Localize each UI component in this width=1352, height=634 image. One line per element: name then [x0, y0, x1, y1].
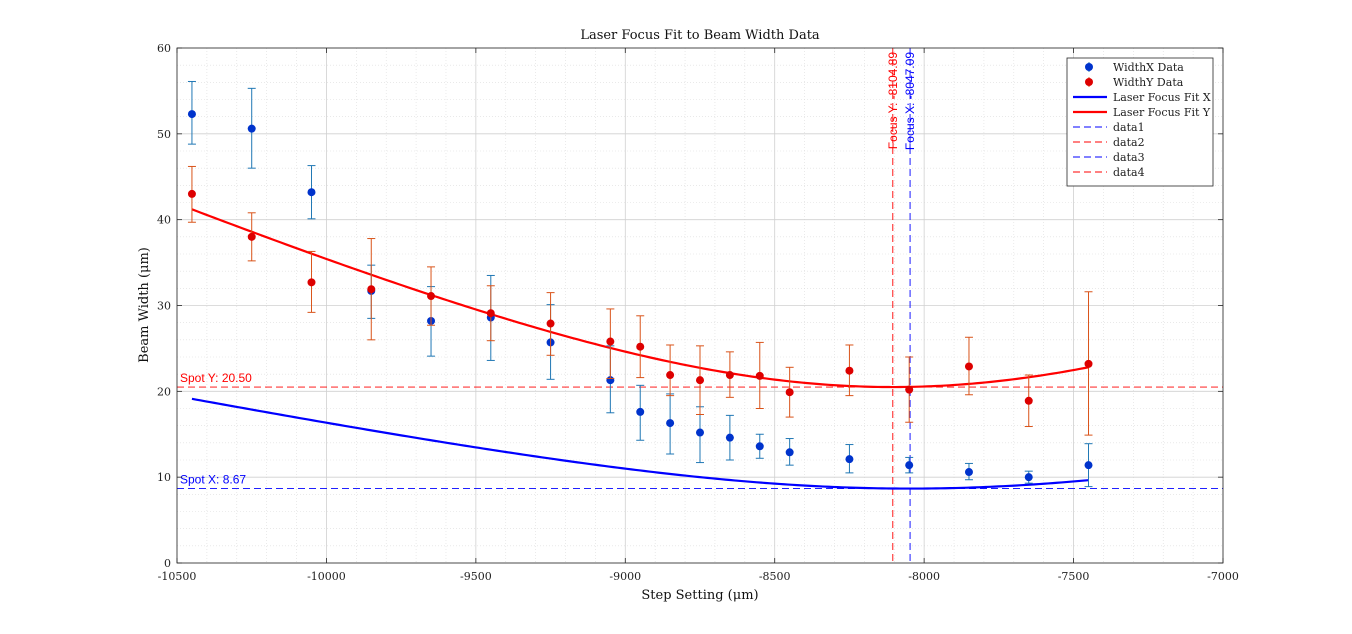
data-point — [1084, 359, 1093, 368]
y-tick-label: 20 — [157, 385, 171, 398]
data-point — [785, 448, 794, 457]
legend-label: Laser Focus Fit X — [1113, 91, 1211, 104]
x-tick-label: -8500 — [759, 570, 791, 583]
series-widthx-data — [187, 80, 1093, 488]
legend: WidthX Data WidthY Data Laser Focus Fit X L… — [1066, 57, 1214, 187]
legend-label: data1 — [1113, 121, 1145, 134]
legend-label: WidthX Data — [1113, 61, 1184, 74]
x-tick-label: -10500 — [158, 570, 197, 583]
legend-label: WidthY Data — [1113, 76, 1184, 89]
data-point — [1024, 473, 1033, 482]
legend-entry: data1 — [1073, 121, 1145, 134]
data-point — [905, 461, 914, 470]
legend-label: data3 — [1113, 151, 1145, 164]
y-tick-label: 10 — [157, 471, 171, 484]
data-point — [725, 433, 734, 442]
y-tick-label: 60 — [157, 42, 171, 55]
series-widthy-data — [187, 165, 1093, 436]
legend-entry: Laser Focus Fit Y — [1073, 106, 1211, 119]
data-point — [845, 455, 854, 464]
data-point — [307, 278, 316, 287]
data-point — [427, 292, 436, 301]
annotations: Focus Y: -8104.89 Focus X: -8047.09 Spot Y… — [180, 52, 917, 487]
chart-title: Laser Focus Fit to Beam Width Data — [580, 28, 820, 43]
data-point — [636, 342, 645, 351]
data-point — [307, 188, 316, 197]
data-point — [845, 366, 854, 375]
x-tick-label: -10000 — [307, 570, 346, 583]
y-tick-label: 30 — [157, 300, 171, 313]
data-point — [187, 110, 196, 119]
data-point — [666, 419, 675, 428]
legend-entry: data3 — [1073, 151, 1145, 164]
grid — [176, 47, 1224, 564]
data-point — [755, 442, 764, 451]
data-point — [755, 371, 764, 380]
spot-annotation: Spot Y: 20.50 — [180, 371, 252, 385]
legend-label: data4 — [1113, 166, 1145, 179]
data-point — [964, 468, 973, 477]
y-axis-label: Beam Width (μm) — [137, 247, 152, 363]
legend-entry: data4 — [1073, 166, 1145, 179]
spot-annotation: Spot X: 8.67 — [180, 473, 246, 487]
data-point — [636, 407, 645, 416]
legend-entry: Laser Focus Fit X — [1073, 91, 1211, 104]
data-point — [785, 388, 794, 397]
data-point — [905, 385, 914, 394]
x-tick-label: -9000 — [609, 570, 641, 583]
data-point — [247, 232, 256, 241]
fit-curve — [191, 397, 1089, 490]
legend-swatch-marker — [1085, 63, 1093, 71]
x-tick-label: -7000 — [1207, 570, 1239, 583]
axes: -10500 -10000 -9500 -9000 -8500 -8000 -7500 -70… — [157, 42, 1239, 583]
data-point — [666, 371, 675, 380]
data-point — [606, 337, 615, 346]
y-tick-label: 40 — [157, 214, 171, 227]
data-point — [725, 371, 734, 380]
x-tick-label: -9500 — [460, 570, 492, 583]
focus-annotation: Focus X: -8047.09 — [903, 52, 917, 150]
x-tick-label: -8000 — [908, 570, 940, 583]
data-point — [187, 189, 196, 198]
y-tick-label: 50 — [157, 128, 171, 141]
legend-label: Laser Focus Fit Y — [1113, 106, 1211, 119]
data-point — [1024, 396, 1033, 405]
legend-label: data2 — [1113, 136, 1145, 149]
x-axis-label: Step Setting (μm) — [641, 588, 758, 603]
focus-annotation: Focus Y: -8104.89 — [886, 52, 900, 150]
data-point — [486, 309, 495, 318]
y-tick-label: 0 — [164, 557, 171, 570]
legend-entry: WidthX Data — [1085, 61, 1184, 74]
legend-entry: WidthY Data — [1085, 76, 1184, 89]
data-points — [187, 80, 1093, 488]
data-point — [1084, 461, 1093, 470]
data-point — [367, 285, 376, 294]
x-tick-label: -7500 — [1058, 570, 1090, 583]
data-point — [546, 319, 555, 328]
legend-entry: data2 — [1073, 136, 1145, 149]
data-point — [247, 124, 256, 133]
data-point — [964, 362, 973, 371]
data-point — [696, 428, 704, 437]
data-point — [696, 376, 704, 385]
legend-swatch-marker — [1085, 78, 1093, 86]
